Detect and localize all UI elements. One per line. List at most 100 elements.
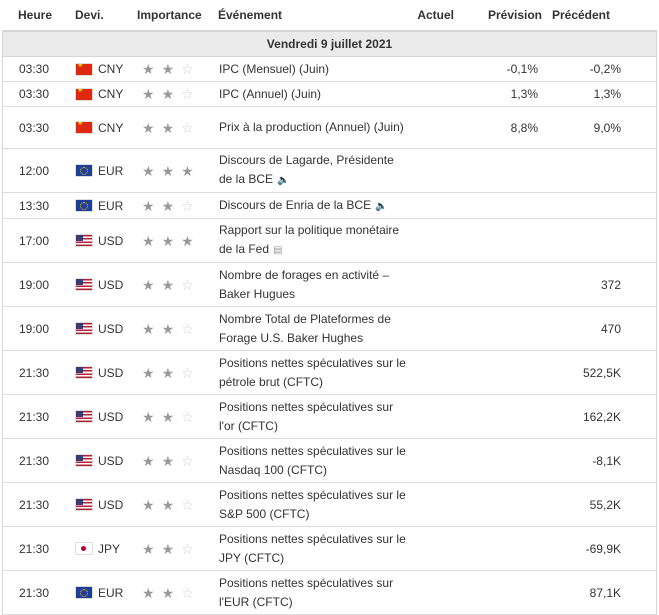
star-filled-icon: ★ bbox=[142, 584, 155, 601]
star-filled-icon: ★ bbox=[161, 540, 175, 557]
event-name[interactable]: Positions nettes spéculatives sur le pét… bbox=[217, 354, 407, 392]
event-name-text[interactable]: Nombre de forages en activité – Baker Hu… bbox=[219, 267, 390, 301]
event-currency: USD bbox=[63, 498, 127, 512]
event-forecast: 8,8% bbox=[510, 120, 538, 135]
table-row[interactable]: 19:00 USD ★ ★ ☆ Nombre Total de Plateformes d… bbox=[3, 307, 656, 351]
table-row[interactable]: 21:30 USD ★ ★ ☆ Positions nettes spéculatives… bbox=[3, 351, 656, 395]
event-name[interactable]: Positions nettes spéculatives sur le JPY… bbox=[217, 530, 407, 568]
header-time[interactable]: Heure bbox=[18, 8, 53, 22]
currency-code: CNY bbox=[98, 62, 124, 76]
event-currency: USD bbox=[63, 278, 127, 292]
event-name-text[interactable]: Discours de Enria de la BCE bbox=[219, 197, 372, 212]
table-row[interactable]: 21:30 JPY ★ ★ ☆ Positions nettes spéculatives… bbox=[3, 527, 656, 571]
event-name-text[interactable]: Positions nettes spéculatives sur le Nas… bbox=[219, 443, 406, 477]
us-flag-icon bbox=[76, 235, 92, 246]
star-filled-icon: ★ bbox=[142, 197, 155, 214]
event-previous: 470 bbox=[600, 321, 621, 336]
star-filled-icon: ★ bbox=[142, 364, 155, 381]
event-forecast: -0,1% bbox=[506, 62, 538, 76]
table-row[interactable]: 21:30 USD ★ ★ ☆ Positions nettes spéculatives… bbox=[3, 395, 656, 439]
event-currency: EUR bbox=[63, 164, 127, 178]
table-row[interactable]: 19:00 USD ★ ★ ☆ Nombre de forages en activité… bbox=[3, 263, 656, 307]
table-row[interactable]: 03:30 CNY ★ ★ ☆ IPC (Mensuel) (Juin) -0,1% -0,2… bbox=[3, 57, 656, 82]
event-name[interactable]: IPC (Mensuel) (Juin) bbox=[217, 60, 407, 79]
table-row[interactable]: 17:00 USD ★ ★ ★ Rapport sur la politique moné… bbox=[3, 219, 656, 263]
importance-rating: ★ ★ ☆ bbox=[127, 278, 217, 292]
star-empty-icon: ☆ bbox=[181, 119, 194, 136]
event-name[interactable]: Positions nettes spéculatives sur le S&P… bbox=[217, 486, 407, 524]
star-filled-icon: ★ bbox=[161, 162, 175, 179]
table-row[interactable]: 21:30 EUR ★ ★ ☆ Positions nettes spéculatives… bbox=[3, 571, 656, 615]
event-currency: USD bbox=[63, 410, 127, 424]
star-filled-icon: ★ bbox=[161, 320, 175, 337]
event-name-text[interactable]: Discours de Lagarde, Présidente de la BC… bbox=[219, 153, 394, 186]
header-actual[interactable]: Actuel bbox=[417, 8, 454, 22]
event-name-text[interactable]: Positions nettes spéculatives sur le S&P… bbox=[219, 487, 406, 521]
event-name[interactable]: Positions nettes spéculatives sur l'EUR … bbox=[217, 574, 407, 612]
event-name[interactable]: Discours de Lagarde, Présidente de la BC… bbox=[217, 151, 407, 190]
table-row[interactable]: 21:30 USD ★ ★ ☆ Positions nettes spéculatives… bbox=[3, 439, 656, 483]
importance-rating: ★ ★ ☆ bbox=[127, 121, 217, 135]
cn-flag-icon bbox=[76, 63, 92, 75]
table-row[interactable]: 13:30 EUR ★ ★ ☆ Discours de Enria de la BCE 🔈 bbox=[3, 193, 656, 219]
event-name[interactable]: Prix à la production (Annuel) (Juin) bbox=[217, 118, 407, 137]
event-time: 03:30 bbox=[19, 120, 50, 135]
star-filled-icon: ★ bbox=[161, 276, 175, 293]
speaker-icon[interactable]: 🔈 bbox=[375, 200, 388, 212]
currency-code: EUR bbox=[98, 163, 124, 178]
event-time: 21:30 bbox=[19, 453, 50, 468]
event-name-text[interactable]: Positions nettes spéculatives sur le JPY… bbox=[219, 531, 406, 565]
currency-code: USD bbox=[98, 409, 124, 424]
header-importance[interactable]: Importance bbox=[137, 8, 202, 22]
event-name-text[interactable]: Rapport sur la politique monétaire de la… bbox=[219, 223, 400, 256]
table-header: Heure Devi. Importance Événement Actuel … bbox=[2, 0, 657, 31]
event-time: 21:30 bbox=[19, 365, 50, 380]
event-currency: USD bbox=[63, 366, 127, 380]
table-row[interactable]: 21:30 USD ★ ★ ☆ Positions nettes spéculatives… bbox=[3, 483, 656, 527]
event-name-text[interactable]: Positions nettes spéculatives sur l'EUR … bbox=[219, 575, 394, 609]
star-filled-icon: ★ bbox=[161, 408, 175, 425]
date-separator: Vendredi 9 juillet 2021 bbox=[2, 31, 657, 57]
event-name-text[interactable]: Prix à la production (Annuel) (Juin) bbox=[219, 120, 404, 134]
importance-rating: ★ ★ ☆ bbox=[127, 322, 217, 336]
event-name-text[interactable]: Positions nettes spéculatives sur le pét… bbox=[219, 355, 406, 389]
event-name[interactable]: IPC (Annuel) (Juin) bbox=[217, 85, 407, 104]
speaker-icon[interactable]: 🔈 bbox=[277, 175, 290, 186]
header-previous[interactable]: Précédent bbox=[551, 8, 610, 22]
event-name[interactable]: Positions nettes spéculatives sur l'or (… bbox=[217, 398, 407, 436]
header-event[interactable]: Événement bbox=[218, 8, 283, 22]
star-filled-icon: ★ bbox=[181, 232, 194, 249]
star-empty-icon: ☆ bbox=[181, 452, 194, 469]
jp-flag-icon bbox=[76, 543, 92, 554]
event-name-text[interactable]: Positions nettes spéculatives sur l'or (… bbox=[219, 399, 394, 433]
header-currency[interactable]: Devi. bbox=[75, 8, 104, 22]
table-row[interactable]: 12:00 EUR ★ ★ ★ Discours de Lagarde, Présiden… bbox=[3, 149, 656, 193]
event-forecast: 1,3% bbox=[510, 87, 538, 101]
currency-code: EUR bbox=[98, 585, 124, 600]
importance-rating: ★ ★ ☆ bbox=[127, 454, 217, 468]
star-empty-icon: ☆ bbox=[181, 197, 194, 214]
event-name-text[interactable]: IPC (Mensuel) (Juin) bbox=[219, 61, 330, 76]
currency-code: USD bbox=[98, 233, 124, 248]
star-filled-icon: ★ bbox=[161, 86, 175, 102]
event-name[interactable]: Discours de Enria de la BCE 🔈 bbox=[217, 196, 407, 216]
event-time: 21:30 bbox=[19, 497, 50, 512]
event-name[interactable]: Nombre de forages en activité – Baker Hu… bbox=[217, 266, 407, 304]
event-previous: 87,1K bbox=[589, 585, 621, 600]
star-filled-icon: ★ bbox=[142, 320, 155, 337]
table-row[interactable]: 03:30 CNY ★ ★ ☆ Prix à la production (Annuel)… bbox=[3, 107, 656, 149]
table-row[interactable]: 03:30 CNY ★ ★ ☆ IPC (Annuel) (Juin) 1,3% 1,3% bbox=[3, 82, 656, 107]
cn-flag-icon bbox=[76, 88, 92, 100]
event-name-text[interactable]: Nombre Total de Plateformes de Forage U.… bbox=[219, 311, 391, 345]
header-forecast[interactable]: Prévision bbox=[487, 8, 542, 22]
event-name-text[interactable]: IPC (Annuel) (Juin) bbox=[219, 86, 322, 101]
event-previous: 162,2K bbox=[582, 409, 621, 424]
event-currency: USD bbox=[63, 322, 127, 336]
event-name[interactable]: Positions nettes spéculatives sur le Nas… bbox=[217, 442, 407, 480]
event-time: 13:30 bbox=[19, 198, 50, 213]
currency-code: CNY bbox=[98, 87, 124, 101]
report-icon[interactable]: ▤ bbox=[273, 245, 283, 256]
event-name[interactable]: Nombre Total de Plateformes de Forage U.… bbox=[217, 310, 407, 348]
event-name[interactable]: Rapport sur la politique monétaire de la… bbox=[217, 221, 407, 260]
